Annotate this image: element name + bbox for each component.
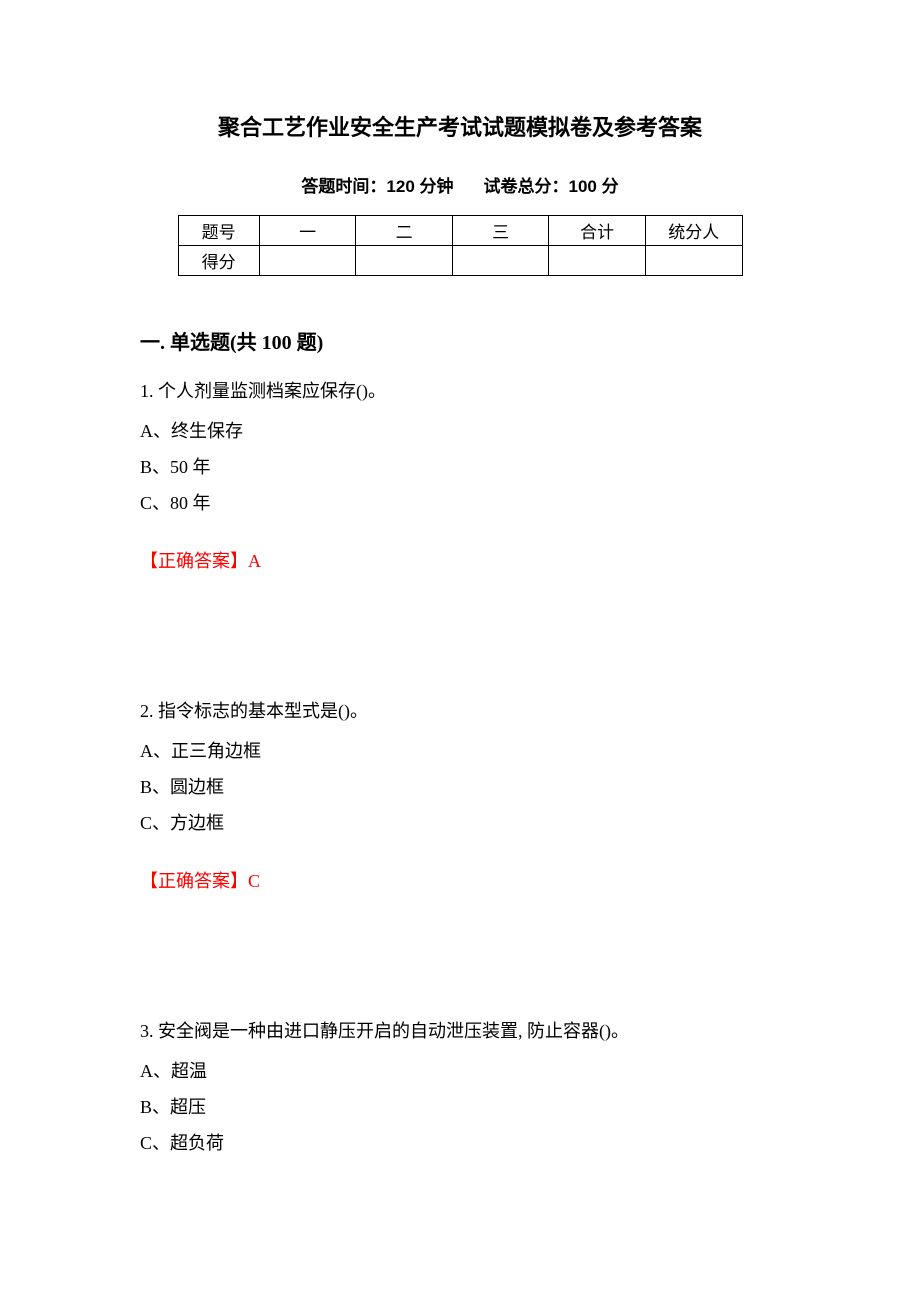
question-option: A、终生保存 — [140, 413, 780, 449]
question-option: C、方边框 — [140, 805, 780, 841]
table-row: 题号 一 二 三 合计 统分人 — [178, 216, 742, 246]
col-header: 一 — [259, 216, 356, 246]
question-stem: 1. 个人剂量监测档案应保存()。 — [140, 373, 780, 409]
score-cell — [356, 246, 453, 276]
col-header: 二 — [356, 216, 453, 246]
question-option: C、超负荷 — [140, 1125, 780, 1161]
question-block: 1. 个人剂量监测档案应保存()。 A、终生保存 B、50 年 C、80 年 【… — [140, 373, 780, 573]
exam-meta-line: 答题时间：120 分钟 试卷总分：100 分 — [140, 172, 780, 197]
row-label: 得分 — [178, 246, 259, 276]
answer-value: C — [248, 871, 260, 891]
score-cell — [452, 246, 549, 276]
question-option: C、80 年 — [140, 485, 780, 521]
question-option: B、超压 — [140, 1089, 780, 1125]
question-option: B、圆边框 — [140, 769, 780, 805]
col-header: 合计 — [549, 216, 646, 246]
score-table: 题号 一 二 三 合计 统分人 得分 — [178, 215, 743, 276]
row-label: 题号 — [178, 216, 259, 246]
question-stem: 2. 指令标志的基本型式是()。 — [140, 693, 780, 729]
score-label-total: 试卷总分： — [484, 177, 569, 196]
question-block: 2. 指令标志的基本型式是()。 A、正三角边框 B、圆边框 C、方边框 【正确… — [140, 693, 780, 893]
section-heading: 一. 单选题(共 100 题) — [140, 326, 780, 355]
question-option: B、50 年 — [140, 449, 780, 485]
score-cell — [645, 246, 742, 276]
document-title: 聚合工艺作业安全生产考试试题模拟卷及参考答案 — [140, 110, 780, 142]
table-row: 得分 — [178, 246, 742, 276]
answer-label: 【正确答案】 — [140, 871, 248, 891]
score-value-total: 100 分 — [569, 177, 619, 196]
score-cell — [259, 246, 356, 276]
score-cell — [549, 246, 646, 276]
col-header: 统分人 — [645, 216, 742, 246]
question-option: A、正三角边框 — [140, 733, 780, 769]
question-block: 3. 安全阀是一种由进口静压开启的自动泄压装置, 防止容器()。 A、超温 B、… — [140, 1013, 780, 1161]
answer-line: 【正确答案】A — [140, 547, 780, 573]
answer-value: A — [248, 551, 261, 571]
question-option: A、超温 — [140, 1053, 780, 1089]
time-value: 120 分钟 — [386, 177, 453, 196]
question-stem: 3. 安全阀是一种由进口静压开启的自动泄压装置, 防止容器()。 — [140, 1013, 780, 1049]
answer-label: 【正确答案】 — [140, 551, 248, 571]
col-header: 三 — [452, 216, 549, 246]
time-label: 答题时间： — [301, 177, 386, 196]
answer-line: 【正确答案】C — [140, 867, 780, 893]
